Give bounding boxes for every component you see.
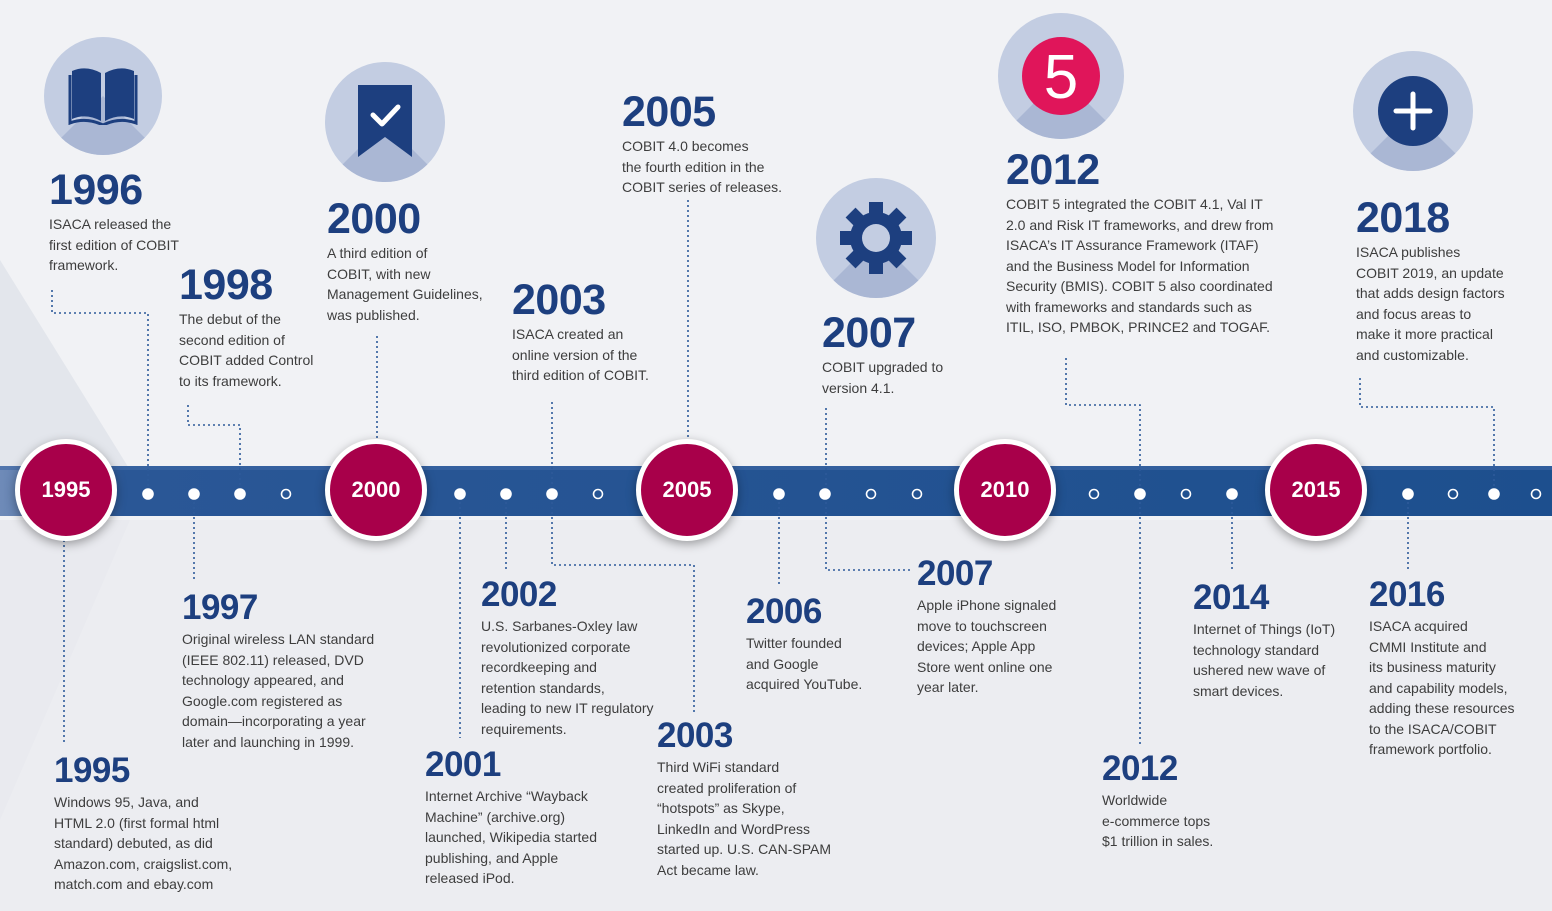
event-description: Original wireless LAN standard (IEEE 802…	[182, 631, 375, 750]
timeline-dot	[1530, 488, 1542, 500]
timeline-dot	[188, 488, 200, 500]
timeline-dot	[592, 488, 604, 500]
cobit-5-logo-icon: 5	[1022, 37, 1100, 115]
event-1996: 1996 ISACA released the first edition of…	[49, 168, 179, 276]
connector-line	[1359, 378, 1495, 486]
event-year: 2016	[1369, 575, 1445, 614]
event-year: 2001	[425, 745, 501, 784]
event-2002: 2002 U.S. Sarbanes-Oxley law revolutioni…	[481, 576, 654, 739]
event-description: Twitter founded and Google acquired YouT…	[746, 635, 863, 692]
event-description: U.S. Sarbanes-Oxley law revolutionized c…	[481, 618, 654, 737]
event-year: 2012	[1006, 146, 1100, 194]
timeline-dot	[546, 488, 558, 500]
event-year: 2002	[481, 575, 557, 614]
cobit5-icon-badge: 5	[998, 13, 1124, 139]
event-year: 2014	[1193, 578, 1269, 617]
timeline-dot	[1488, 488, 1500, 500]
event-year: 2005	[622, 88, 716, 136]
timeline-dot	[1180, 488, 1192, 500]
axis-marker-2005: 2005	[636, 439, 738, 541]
timeline-dot	[454, 488, 466, 500]
event-description: Worldwide e-commerce tops $1 trillion in…	[1102, 792, 1214, 849]
book-icon-badge	[44, 37, 162, 155]
event-description: COBIT 4.0 becomes the fourth edition in …	[622, 138, 783, 195]
event-2007-top: 2007 COBIT upgraded to version 4.1.	[822, 311, 943, 398]
event-1998: 1998 The debut of the second edition of …	[179, 263, 313, 391]
event-2003-top: 2003 ISACA created an online version of …	[512, 278, 649, 386]
event-year: 2018	[1356, 194, 1450, 242]
timeline-dot	[142, 488, 154, 500]
timeline-dot	[1134, 488, 1146, 500]
event-2016: 2016 ISACA acquired CMMI Institute and i…	[1369, 576, 1515, 760]
timeline-dot	[234, 488, 246, 500]
event-year: 1997	[182, 588, 258, 627]
event-year: 2003	[657, 716, 733, 755]
event-1995: 1995 Windows 95, Java, and HTML 2.0 (fir…	[54, 752, 232, 895]
event-year: 1995	[54, 751, 130, 790]
event-year: 2006	[746, 592, 822, 631]
event-description: Windows 95, Java, and HTML 2.0 (first fo…	[54, 794, 233, 892]
event-2001: 2001 Internet Archive “Wayback Machine” …	[425, 746, 597, 889]
event-year: 2007	[822, 309, 916, 357]
connector-line	[551, 502, 695, 712]
bookmark-icon-badge	[325, 62, 445, 182]
event-description: A third edition of COBIT, with new Manag…	[327, 245, 483, 323]
axis-marker-1995: 1995	[15, 439, 117, 541]
timeline-dot	[1447, 488, 1459, 500]
timeline-dot	[773, 488, 785, 500]
event-year: 2007	[917, 554, 993, 593]
event-2014: 2014 Internet of Things (IoT) technology…	[1193, 579, 1335, 701]
event-description: ISACA publishes COBIT 2019, an update th…	[1356, 244, 1505, 363]
event-2005: 2005 COBIT 4.0 becomes the fourth editio…	[622, 90, 782, 198]
bookmark-check-icon	[358, 85, 412, 157]
event-2018: 2018 ISACA publishes COBIT 2019, an upda…	[1356, 196, 1505, 365]
event-description: ISACA released the first edition of COBI…	[49, 216, 179, 273]
timeline-dot	[911, 488, 923, 500]
event-description: COBIT 5 integrated the COBIT 4.1, Val IT…	[1006, 196, 1274, 335]
event-1997: 1997 Original wireless LAN standard (IEE…	[182, 589, 374, 752]
connector-line	[187, 405, 241, 486]
event-year: 2003	[512, 276, 606, 324]
event-year: 1998	[179, 261, 273, 309]
timeline-dot	[500, 488, 512, 500]
timeline-dot	[1226, 488, 1238, 500]
event-description: ISACA acquired CMMI Institute and its bu…	[1369, 618, 1515, 757]
axis-marker-2010: 2010	[954, 439, 1056, 541]
axis-marker-2015: 2015	[1265, 439, 1367, 541]
event-2007-bottom: 2007 Apple iPhone signaled move to touch…	[917, 555, 1056, 698]
event-year: 2000	[327, 195, 421, 243]
timeline-dots	[142, 488, 1542, 500]
event-description: Apple iPhone signaled move to touchscree…	[917, 597, 1057, 695]
event-description: COBIT upgraded to version 4.1.	[822, 359, 944, 396]
connector-line	[51, 290, 149, 486]
plus-icon-badge	[1353, 51, 1473, 171]
open-book-icon	[68, 68, 138, 125]
event-2012-top: 2012 COBIT 5 integrated the COBIT 4.1, V…	[1006, 148, 1273, 338]
timeline-dot	[865, 488, 877, 500]
timeline-dot	[280, 488, 292, 500]
timeline-dot	[1402, 488, 1414, 500]
event-description: The debut of the second edition of COBIT…	[179, 311, 314, 389]
gear-icon	[840, 202, 912, 274]
event-description: Internet Archive “Wayback Machine” (arch…	[425, 788, 597, 886]
event-year: 1996	[49, 166, 143, 214]
event-description: ISACA created an online version of the t…	[512, 326, 649, 383]
event-2000: 2000 A third edition of COBIT, with new …	[327, 197, 483, 325]
event-2003-bottom: 2003 Third WiFi standard created prolife…	[657, 717, 831, 880]
svg-text:5: 5	[1044, 43, 1078, 112]
event-2012-bottom: 2012 Worldwide e-commerce tops $1 trilli…	[1102, 750, 1213, 852]
event-description: Internet of Things (IoT) technology stan…	[1193, 621, 1336, 699]
connector-line	[825, 502, 912, 571]
connector-line	[1065, 358, 1141, 486]
event-year: 2012	[1102, 749, 1178, 788]
plus-icon	[1378, 76, 1448, 146]
axis-marker-2000: 2000	[325, 439, 427, 541]
connector-lines	[51, 200, 1495, 745]
timeline-dot	[819, 488, 831, 500]
event-description: Third WiFi standard created proliferatio…	[657, 759, 832, 878]
timeline-dot	[1088, 488, 1100, 500]
gear-icon-badge	[816, 178, 936, 298]
event-2006: 2006 Twitter founded and Google acquired…	[746, 593, 862, 695]
